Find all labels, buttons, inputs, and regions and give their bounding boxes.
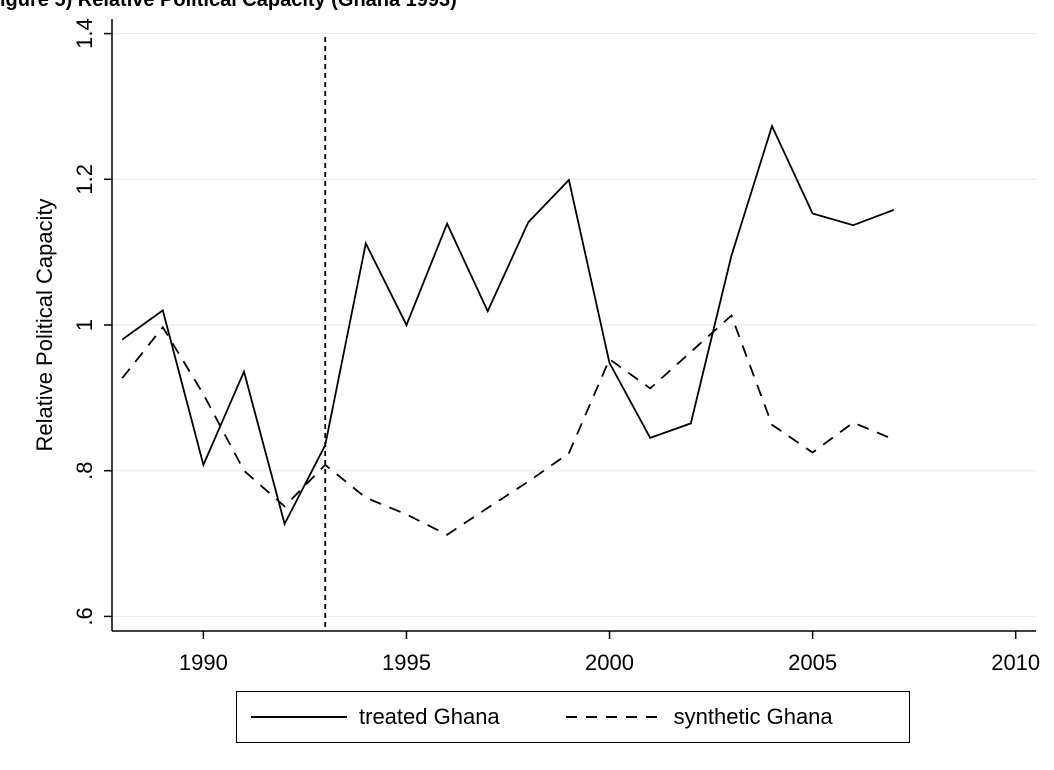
x-tick-label-2: 2000 — [585, 650, 634, 675]
legend-item-synthetic: synthetic Ghana — [552, 704, 833, 730]
y-tick-label-2: 1 — [72, 319, 97, 331]
legend-item-treated: treated Ghana — [237, 704, 500, 730]
grid-lines — [112, 32, 1036, 618]
y-tick-label-0: .6 — [72, 607, 97, 625]
y-axis-label: Relative Political Capacity — [32, 198, 57, 451]
y-tick-label-3: 1.2 — [72, 164, 97, 195]
tick-marks: .6 .8 1 1.2 1.4 1990 1995 2000 2005 2010 — [72, 18, 1040, 675]
x-tick-label-0: 1990 — [179, 650, 228, 675]
legend-label-treated: treated Ghana — [359, 704, 500, 729]
legend: treated Ghana synthetic Ghana — [236, 691, 910, 743]
legend-label-synthetic: synthetic Ghana — [673, 704, 833, 729]
figure-caption: igure 5) Relative Political Capacity (Gh… — [0, 0, 457, 11]
x-tick-label-3: 2005 — [788, 650, 837, 675]
series-line-synthetic — [121, 313, 895, 536]
y-tick-label-4: 1.4 — [72, 18, 97, 49]
series-lines — [121, 123, 895, 536]
series-line-treated — [121, 123, 895, 527]
line-chart: .6 .8 1 1.2 1.4 1990 1995 2000 2005 2010 Relative… — [32, 18, 1040, 675]
x-tick-label-4: 2010 — [991, 650, 1040, 675]
legend-swatch-dashed — [565, 716, 662, 718]
x-tick-label-1: 1995 — [382, 650, 431, 675]
y-tick-label-1: .8 — [72, 462, 97, 480]
legend-swatch-solid — [251, 716, 347, 718]
